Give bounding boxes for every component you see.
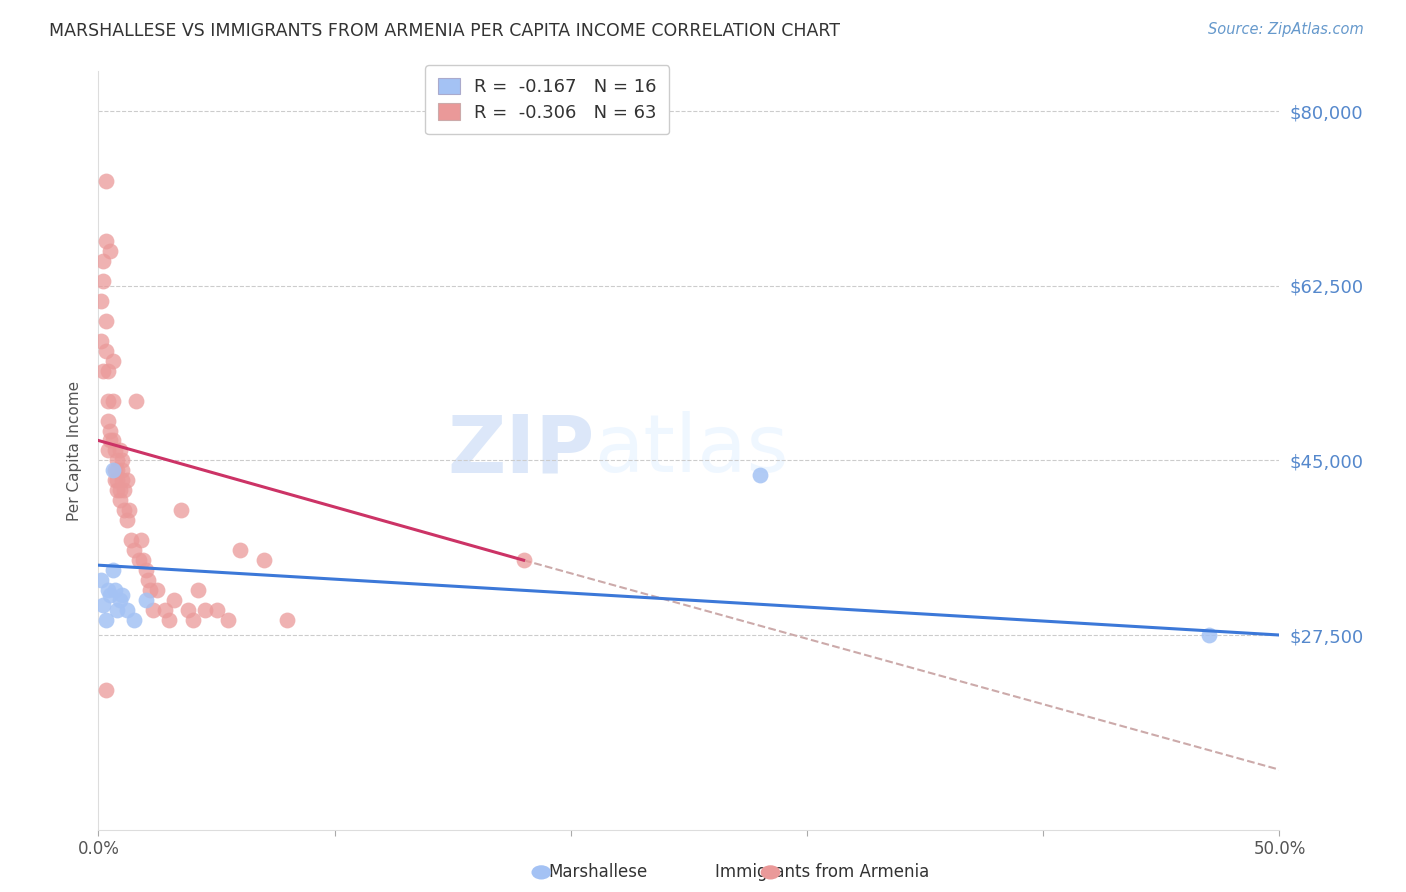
Point	[91, 253, 114, 268]
Point	[108, 593, 131, 607]
Point	[101, 393, 124, 408]
Point	[105, 483, 128, 498]
Point	[142, 603, 165, 617]
Point	[135, 563, 157, 577]
Point	[104, 474, 127, 488]
Point	[98, 588, 121, 602]
Point	[105, 453, 128, 467]
Point	[98, 424, 121, 438]
Point	[94, 314, 117, 328]
Point	[97, 393, 120, 408]
Point	[135, 593, 157, 607]
Text: Source: ZipAtlas.com: Source: ZipAtlas.com	[1208, 22, 1364, 37]
Point	[94, 234, 117, 248]
Point	[112, 483, 135, 498]
Point	[121, 533, 143, 548]
Point	[105, 463, 128, 477]
Point	[229, 543, 252, 558]
Point	[105, 474, 128, 488]
Point	[94, 343, 117, 358]
Point	[177, 603, 200, 617]
Point	[1198, 628, 1220, 642]
Point	[153, 603, 176, 617]
Point	[101, 434, 124, 448]
Point	[122, 543, 145, 558]
Point	[90, 334, 112, 348]
Point	[91, 364, 114, 378]
Text: atlas: atlas	[595, 411, 789, 490]
Y-axis label: Per Capita Income: Per Capita Income	[67, 380, 83, 521]
Point	[94, 174, 117, 188]
Text: Immigrants from Armenia: Immigrants from Armenia	[716, 863, 929, 881]
Point	[90, 293, 112, 308]
Point	[112, 503, 135, 517]
Point	[122, 613, 145, 627]
Point	[194, 603, 217, 617]
Point	[139, 583, 162, 598]
Point	[129, 533, 152, 548]
Point	[115, 603, 138, 617]
Point	[157, 613, 180, 627]
Point	[132, 553, 155, 567]
Point	[97, 443, 120, 458]
Point	[98, 244, 121, 258]
Point	[181, 613, 204, 627]
Point	[205, 603, 228, 617]
Point	[128, 553, 150, 567]
Point	[105, 603, 128, 617]
Point	[170, 503, 193, 517]
Point	[108, 443, 131, 458]
Point	[108, 493, 131, 508]
Text: MARSHALLESE VS IMMIGRANTS FROM ARMENIA PER CAPITA INCOME CORRELATION CHART: MARSHALLESE VS IMMIGRANTS FROM ARMENIA P…	[49, 22, 841, 40]
Point	[512, 553, 534, 567]
Point	[111, 453, 134, 467]
Point	[97, 364, 120, 378]
Point	[253, 553, 276, 567]
Point	[101, 463, 124, 477]
Point	[111, 588, 134, 602]
Point	[90, 573, 112, 587]
Point	[748, 468, 770, 483]
Point	[187, 583, 209, 598]
Point	[98, 434, 121, 448]
Point	[115, 513, 138, 527]
Point	[97, 413, 120, 427]
Point	[104, 443, 127, 458]
Text: ZIP: ZIP	[447, 411, 595, 490]
Point	[94, 613, 117, 627]
Text: Marshallese: Marshallese	[548, 863, 647, 881]
Point	[136, 573, 159, 587]
Point	[104, 463, 127, 477]
Point	[91, 598, 114, 612]
Point	[111, 463, 134, 477]
Point	[101, 353, 124, 368]
Legend: R =  -0.167   N = 16, R =  -0.306   N = 63: R = -0.167 N = 16, R = -0.306 N = 63	[425, 65, 669, 135]
Point	[97, 583, 120, 598]
Point	[217, 613, 239, 627]
Point	[111, 474, 134, 488]
Point	[146, 583, 169, 598]
Point	[118, 503, 141, 517]
Point	[276, 613, 298, 627]
Point	[94, 682, 117, 697]
Point	[115, 474, 138, 488]
Point	[101, 563, 124, 577]
Point	[163, 593, 186, 607]
Point	[104, 583, 127, 598]
Point	[91, 274, 114, 288]
Point	[125, 393, 148, 408]
Point	[108, 483, 131, 498]
